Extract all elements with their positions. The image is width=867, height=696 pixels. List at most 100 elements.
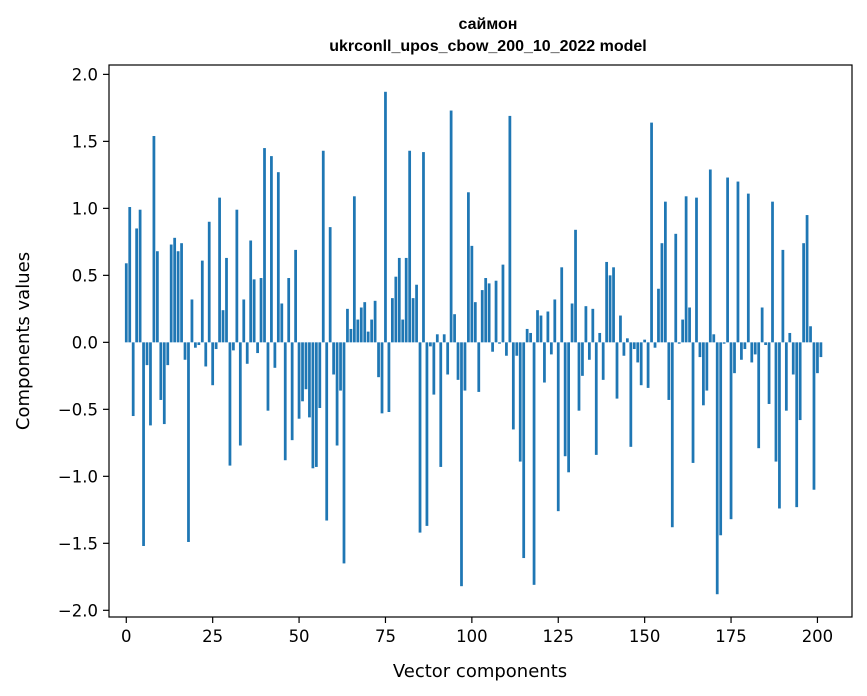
bar-37: [252, 279, 256, 343]
bar-130: [574, 229, 577, 343]
bar-134: [587, 342, 591, 360]
bar-42: [270, 156, 273, 343]
bar-165: [695, 197, 698, 343]
bar-24: [207, 221, 211, 343]
bar-7: [149, 342, 152, 426]
bar-198: [809, 326, 812, 343]
bar-71: [370, 319, 374, 343]
bar-185: [764, 342, 767, 346]
bar-2: [131, 342, 135, 417]
bar-159: [674, 233, 678, 343]
bar-40: [263, 148, 266, 343]
bar-102: [477, 342, 481, 392]
bar-148: [636, 342, 640, 363]
x-tick-label: 75: [375, 627, 396, 646]
bar-166: [698, 342, 702, 358]
bar-124: [553, 299, 557, 343]
y-tick-label: −1.0: [58, 467, 98, 486]
bar-119: [536, 310, 539, 343]
chart-subtitle: ukrconll_upos_cbow_200_10_2022 model: [329, 38, 646, 55]
bar-47: [287, 278, 291, 343]
x-tick-label: 125: [543, 627, 575, 646]
y-tick-label: −2.0: [58, 601, 98, 620]
bar-90: [435, 334, 439, 343]
bar-151: [646, 342, 650, 388]
bar-191: [784, 342, 788, 411]
bar-182: [753, 342, 757, 355]
bar-61: [335, 342, 339, 446]
bar-17: [183, 342, 187, 360]
bar-66: [352, 196, 356, 343]
bar-155: [660, 243, 664, 343]
bar-108: [498, 342, 501, 344]
bar-1: [128, 207, 132, 343]
bar-121: [543, 342, 546, 383]
bar-69: [363, 302, 367, 343]
x-tick-label: 25: [202, 627, 223, 646]
bar-131: [577, 342, 581, 411]
bar-153: [653, 342, 657, 348]
bar-140: [608, 275, 612, 343]
bar-82: [408, 150, 412, 343]
bar-127: [563, 342, 567, 457]
bar-128: [567, 342, 570, 473]
bar-112: [511, 342, 515, 430]
bar-34: [242, 299, 246, 343]
bar-101: [473, 302, 477, 343]
bar-84: [415, 284, 418, 343]
bar-118: [532, 342, 536, 585]
bar-129: [570, 303, 574, 343]
y-axis-label: Components values: [13, 252, 34, 430]
bar-123: [549, 342, 553, 355]
bar-28: [221, 310, 225, 343]
bar-201: [819, 342, 823, 358]
bar-51: [301, 342, 304, 402]
bar-158: [670, 342, 674, 528]
bar-38: [256, 342, 259, 354]
bar-144: [622, 342, 626, 356]
bar-126: [560, 267, 564, 343]
bar-6: [145, 342, 149, 366]
bar-125: [556, 342, 560, 512]
bar-174: [726, 177, 729, 343]
bar-53: [308, 342, 311, 418]
bar-13: [169, 244, 173, 343]
bar-64: [346, 308, 349, 343]
y-tick-label: 0.0: [72, 333, 98, 352]
x-axis-label: Vector components: [393, 661, 567, 682]
bar-107: [494, 280, 498, 343]
bar-80: [401, 319, 405, 343]
bar-138: [601, 342, 605, 380]
bar-169: [708, 169, 712, 343]
bar-156: [664, 201, 667, 343]
bar-136: [594, 342, 598, 455]
bar-19: [190, 299, 194, 343]
bar-157: [667, 342, 671, 400]
bar-188: [774, 342, 778, 462]
bar-18: [187, 342, 190, 542]
bars-group: [124, 91, 823, 595]
bar-60: [332, 342, 336, 375]
bar-181: [750, 342, 754, 363]
bar-93: [446, 342, 450, 375]
bar-141: [612, 267, 615, 343]
bar-12: [166, 342, 170, 366]
bar-97: [460, 342, 463, 587]
bar-177: [736, 181, 740, 343]
x-tick-label: 100: [456, 627, 488, 646]
bar-189: [778, 342, 781, 509]
bar-95: [453, 314, 456, 343]
bar-49: [294, 249, 297, 343]
bar-21: [197, 342, 201, 346]
bar-120: [539, 315, 543, 343]
bar-15: [176, 251, 180, 343]
bar-63: [342, 342, 346, 564]
x-tick-label: 0: [121, 627, 132, 646]
bar-14: [173, 237, 177, 343]
chart-title: саймон: [459, 16, 518, 33]
bar-161: [681, 319, 685, 343]
bar-100: [470, 245, 474, 343]
bar-168: [705, 342, 709, 391]
x-tick-label: 50: [289, 627, 310, 646]
